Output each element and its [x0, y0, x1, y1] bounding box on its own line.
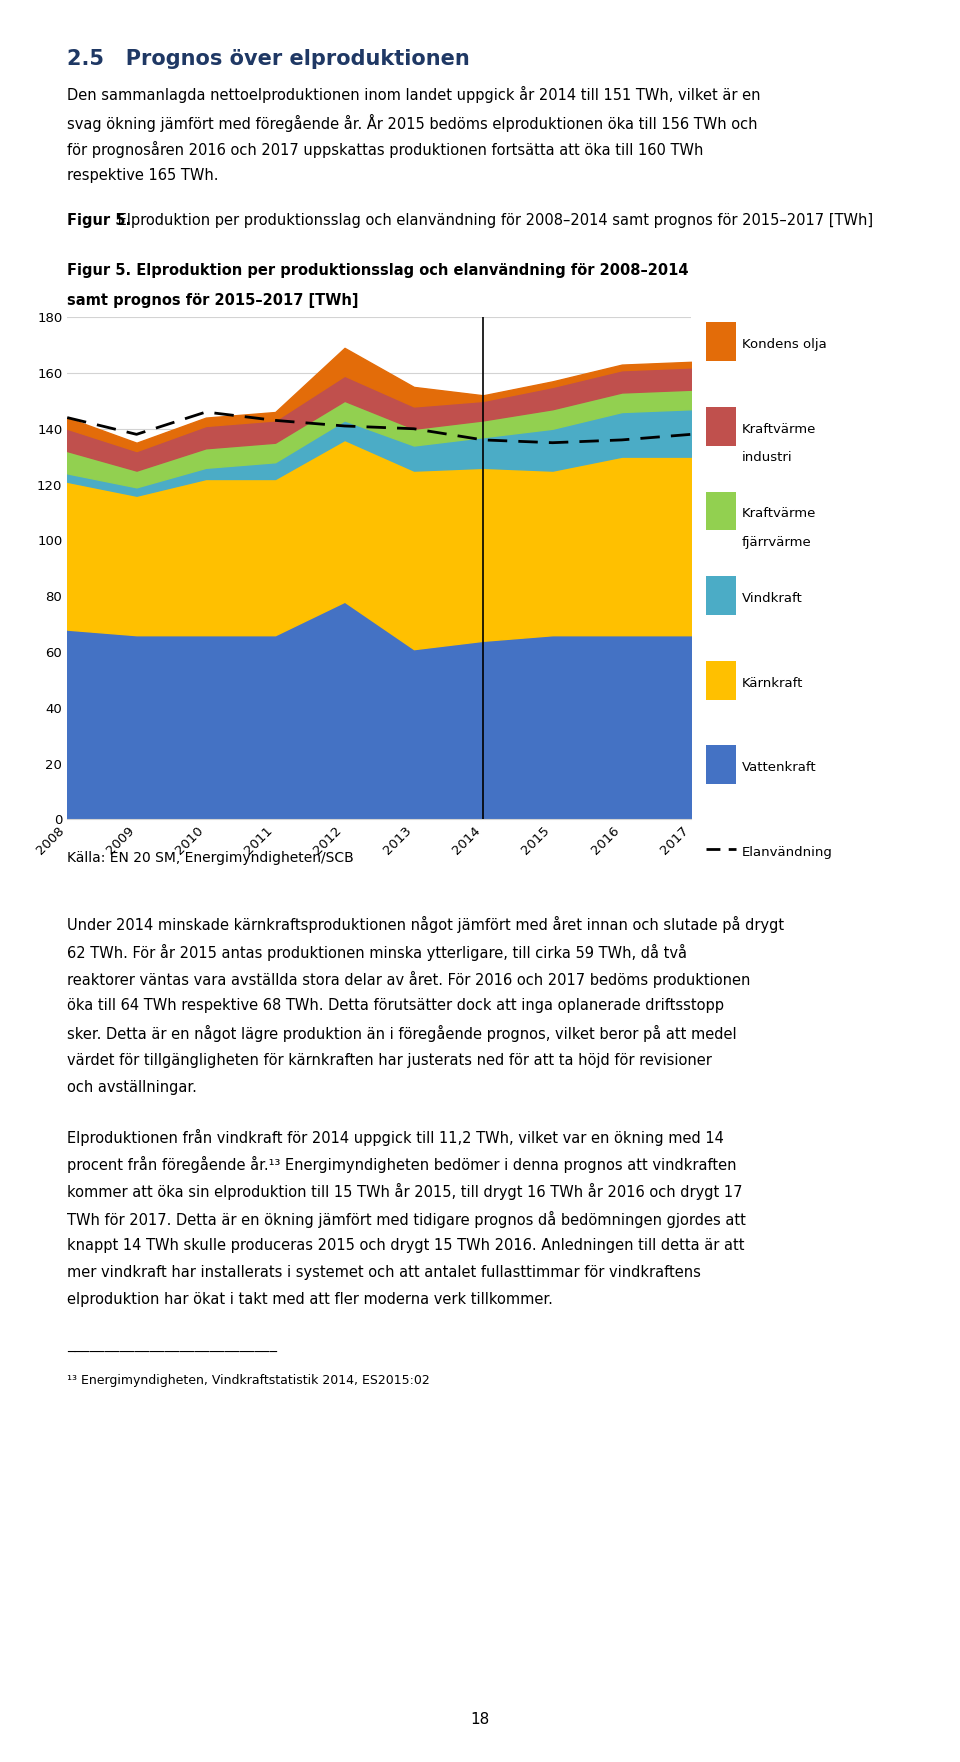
- Text: 62 TWh. För år 2015 antas produktionen minska ytterligare, till cirka 59 TWh, då: 62 TWh. För år 2015 antas produktionen m…: [67, 944, 687, 960]
- Text: Figur 5.: Figur 5.: [67, 213, 132, 229]
- Text: sker. Detta är en något lägre produktion än i föregående prognos, vilket beror p: sker. Detta är en något lägre produktion…: [67, 1025, 737, 1043]
- Text: Under 2014 minskade kärnkraftsproduktionen något jämfört med året innan och slut: Under 2014 minskade kärnkraftsproduktion…: [67, 916, 784, 934]
- Text: Elproduktion per produktionsslag och elanvändning för 2008–2014 samt prognos för: Elproduktion per produktionsslag och ela…: [113, 213, 874, 229]
- Text: värdet för tillgängligheten för kärnkraften har justerats ned för att ta höjd fö: värdet för tillgängligheten för kärnkraf…: [67, 1052, 712, 1068]
- Text: Kraftvärme: Kraftvärme: [742, 507, 816, 520]
- Text: Elproduktionen från vindkraft för 2014 uppgick till 11,2 TWh, vilket var en ökni: Elproduktionen från vindkraft för 2014 u…: [67, 1128, 724, 1145]
- Text: knappt 14 TWh skulle produceras 2015 och drygt 15 TWh 2016. Anledningen till det: knappt 14 TWh skulle produceras 2015 och…: [67, 1237, 745, 1253]
- Text: öka till 64 TWh respektive 68 TWh. Detta förutsätter dock att inga oplanerade dr: öka till 64 TWh respektive 68 TWh. Detta…: [67, 997, 724, 1013]
- Text: kommer att öka sin elproduktion till 15 TWh år 2015, till drygt 16 TWh år 2016 o: kommer att öka sin elproduktion till 15 …: [67, 1184, 743, 1200]
- Text: ────────────────────────────: ────────────────────────────: [67, 1346, 277, 1359]
- Text: reaktorer väntas vara avställda stora delar av året. För 2016 och 2017 bedöms pr: reaktorer väntas vara avställda stora de…: [67, 971, 751, 988]
- Text: 18: 18: [470, 1711, 490, 1727]
- Text: Kraftvärme: Kraftvärme: [742, 423, 816, 435]
- Text: ¹³ Energimyndigheten, Vindkraftstatistik 2014, ES2015:02: ¹³ Energimyndigheten, Vindkraftstatistik…: [67, 1374, 430, 1387]
- Text: Kondens olja: Kondens olja: [742, 338, 827, 351]
- Text: för prognosåren 2016 och 2017 uppskattas produktionen fortsätta att öka till 160: för prognosåren 2016 och 2017 uppskattas…: [67, 141, 704, 159]
- Text: 2.5   Prognos över elproduktionen: 2.5 Prognos över elproduktionen: [67, 49, 470, 69]
- Text: Vattenkraft: Vattenkraft: [742, 761, 817, 774]
- Text: svag ökning jämfört med föregående år. År 2015 bedöms elproduktionen öka till 15: svag ökning jämfört med föregående år. Å…: [67, 115, 757, 132]
- Text: respektive 165 TWh.: respektive 165 TWh.: [67, 169, 219, 183]
- Text: Elanvändning: Elanvändning: [742, 846, 833, 858]
- Text: mer vindkraft har installerats i systemet och att antalet fullasttimmar för vind: mer vindkraft har installerats i systeme…: [67, 1265, 701, 1281]
- Text: Den sammanlagda nettoelproduktionen inom landet uppgick år 2014 till 151 TWh, vi: Den sammanlagda nettoelproduktionen inom…: [67, 86, 760, 104]
- Text: industri: industri: [742, 451, 793, 463]
- Text: Källa: EN 20 SM, Energimyndigheten/SCB: Källa: EN 20 SM, Energimyndigheten/SCB: [67, 851, 354, 865]
- Text: samt prognos för 2015–2017 [TWh]: samt prognos för 2015–2017 [TWh]: [67, 292, 359, 308]
- Text: TWh för 2017. Detta är en ökning jämfört med tidigare prognos då bedömningen gjo: TWh för 2017. Detta är en ökning jämfört…: [67, 1210, 746, 1228]
- Text: Kärnkraft: Kärnkraft: [742, 677, 804, 689]
- Text: procent från föregående år.¹³ Energimyndigheten bedömer i denna prognos att vind: procent från föregående år.¹³ Energimynd…: [67, 1156, 736, 1173]
- Text: fjärrvärme: fjärrvärme: [742, 536, 812, 548]
- Text: elproduktion har ökat i takt med att fler moderna verk tillkommer.: elproduktion har ökat i takt med att fle…: [67, 1292, 553, 1307]
- Text: och avställningar.: och avställningar.: [67, 1080, 197, 1096]
- Text: Figur 5. Elproduktion per produktionsslag och elanvändning för 2008–2014: Figur 5. Elproduktion per produktionssla…: [67, 263, 688, 278]
- Text: Vindkraft: Vindkraft: [742, 592, 803, 604]
